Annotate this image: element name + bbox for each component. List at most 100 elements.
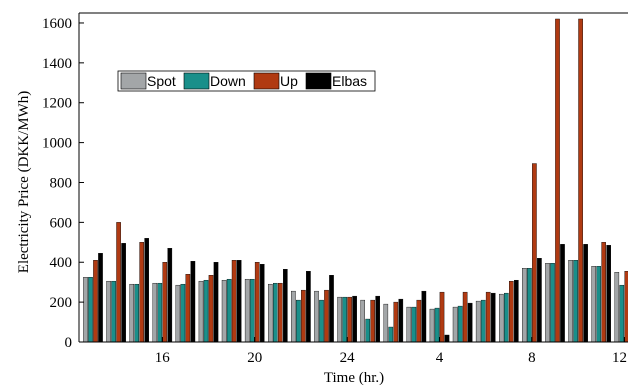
bar-up-10 bbox=[578, 18, 583, 343]
bar-spot-23 bbox=[314, 290, 319, 343]
bar-down-2 bbox=[388, 326, 394, 343]
bar-up-9 bbox=[555, 18, 560, 343]
y-axis-label: Electricity Price (DKK/MWh) bbox=[16, 91, 32, 273]
y-tick-label-400: 400 bbox=[50, 255, 73, 271]
bar-elbas-24 bbox=[352, 295, 357, 343]
ticks-group: 0 200 400 600 800 1000 1200 1400 1600 16 20 24 4 8 12 bbox=[42, 16, 627, 366]
bar-spot-3 bbox=[406, 306, 412, 343]
bar-spot-8 bbox=[522, 268, 527, 343]
y-tick-label-600: 600 bbox=[50, 215, 73, 231]
bar-down-6 bbox=[480, 299, 486, 343]
bar-spot-13 bbox=[83, 277, 88, 343]
bar-up-19 bbox=[231, 260, 237, 343]
bar-elbas-15 bbox=[144, 238, 150, 343]
x-tick-label-12: 12 bbox=[612, 350, 627, 366]
bar-elbas-3 bbox=[421, 290, 427, 343]
bar-up-21 bbox=[278, 282, 283, 343]
bar-down-12 bbox=[619, 284, 625, 343]
bar-up-5 bbox=[462, 291, 468, 343]
bar-spot-1 bbox=[360, 299, 366, 343]
bar-elbas-14 bbox=[121, 243, 126, 343]
bar-spot-9 bbox=[545, 263, 550, 343]
bar-spot-15 bbox=[129, 283, 135, 343]
bar-spot-7 bbox=[499, 293, 504, 343]
bar-elbas-21 bbox=[283, 269, 288, 343]
bar-elbas-8 bbox=[537, 258, 542, 343]
bar-down-20 bbox=[249, 278, 255, 343]
bar-up-3 bbox=[416, 299, 422, 343]
legend-swatch-up bbox=[253, 72, 280, 90]
bar-elbas-20 bbox=[259, 264, 265, 343]
bar-down-10 bbox=[573, 260, 578, 343]
legend-label-elbas: Elbas bbox=[332, 73, 367, 89]
bar-elbas-2 bbox=[398, 298, 404, 343]
bar-spot-24 bbox=[337, 296, 342, 343]
bar-down-5 bbox=[457, 305, 463, 343]
bar-down-22 bbox=[296, 299, 301, 343]
bars-group bbox=[83, 18, 628, 343]
bar-spot-18 bbox=[198, 280, 204, 343]
bar-elbas-4 bbox=[444, 334, 450, 343]
y-tick-label-1400: 1400 bbox=[42, 56, 72, 72]
bar-up-18 bbox=[208, 275, 214, 343]
bar-up-15 bbox=[139, 242, 145, 343]
bar-down-18 bbox=[203, 279, 209, 343]
bar-up-7 bbox=[509, 280, 514, 343]
bar-down-14 bbox=[111, 280, 116, 343]
bar-elbas-17 bbox=[190, 261, 196, 343]
bar-down-13 bbox=[88, 277, 93, 343]
bar-up-4 bbox=[439, 291, 445, 343]
x-tick-label-16: 16 bbox=[155, 350, 171, 366]
bar-spot-17 bbox=[175, 284, 181, 343]
bar-spot-6 bbox=[475, 300, 481, 343]
y-tick-label-1200: 1200 bbox=[42, 96, 72, 112]
bar-down-15 bbox=[134, 283, 140, 343]
bar-down-16 bbox=[157, 282, 163, 343]
bar-elbas-13 bbox=[98, 253, 103, 343]
bar-elbas-16 bbox=[167, 248, 173, 343]
bar-elbas-6 bbox=[490, 292, 496, 343]
x-tick-label-24: 24 bbox=[340, 350, 356, 366]
bar-elbas-11 bbox=[606, 245, 611, 343]
bar-up-22 bbox=[301, 289, 306, 343]
bar-elbas-1 bbox=[375, 295, 381, 343]
bar-up-24 bbox=[347, 296, 352, 343]
y-tick-label-0: 0 bbox=[65, 335, 73, 351]
bar-down-7 bbox=[504, 292, 509, 343]
bar-spot-10 bbox=[568, 260, 573, 343]
bar-spot-16 bbox=[152, 282, 158, 343]
bar-spot-12 bbox=[614, 272, 620, 343]
y-tick-label-1000: 1000 bbox=[42, 136, 72, 152]
legend-swatch-spot bbox=[120, 72, 147, 90]
y-tick-label-800: 800 bbox=[50, 175, 73, 191]
bar-down-17 bbox=[180, 283, 186, 343]
bar-spot-21 bbox=[268, 283, 273, 343]
bar-down-4 bbox=[434, 307, 440, 343]
bar-down-3 bbox=[411, 306, 417, 343]
bar-up-13 bbox=[93, 260, 98, 343]
bar-elbas-19 bbox=[236, 260, 242, 343]
bar-up-23 bbox=[324, 289, 329, 343]
bar-elbas-7 bbox=[514, 279, 519, 343]
bar-down-19 bbox=[226, 278, 232, 343]
legend: Spot Down Up Elbas bbox=[117, 70, 376, 92]
bar-up-1 bbox=[370, 299, 376, 343]
legend-swatch-down bbox=[183, 72, 210, 90]
x-tick-label-20: 20 bbox=[247, 350, 262, 366]
legend-label-up: Up bbox=[280, 73, 298, 89]
bar-spot-2 bbox=[383, 303, 389, 343]
bar-spot-4 bbox=[429, 308, 435, 343]
legend-swatch-elbas bbox=[305, 72, 332, 90]
bar-spot-20 bbox=[244, 278, 250, 343]
x-axis-label: Time (hr.) bbox=[324, 370, 384, 386]
y-tick-label-200: 200 bbox=[50, 295, 73, 311]
bar-down-8 bbox=[527, 268, 532, 343]
bar-elbas-23 bbox=[329, 275, 334, 343]
bar-up-16 bbox=[162, 262, 168, 343]
bar-spot-11 bbox=[591, 266, 596, 343]
bar-elbas-18 bbox=[213, 262, 219, 343]
bar-elbas-9 bbox=[560, 244, 565, 343]
bar-down-23 bbox=[319, 299, 324, 343]
axes-group bbox=[78, 12, 628, 343]
